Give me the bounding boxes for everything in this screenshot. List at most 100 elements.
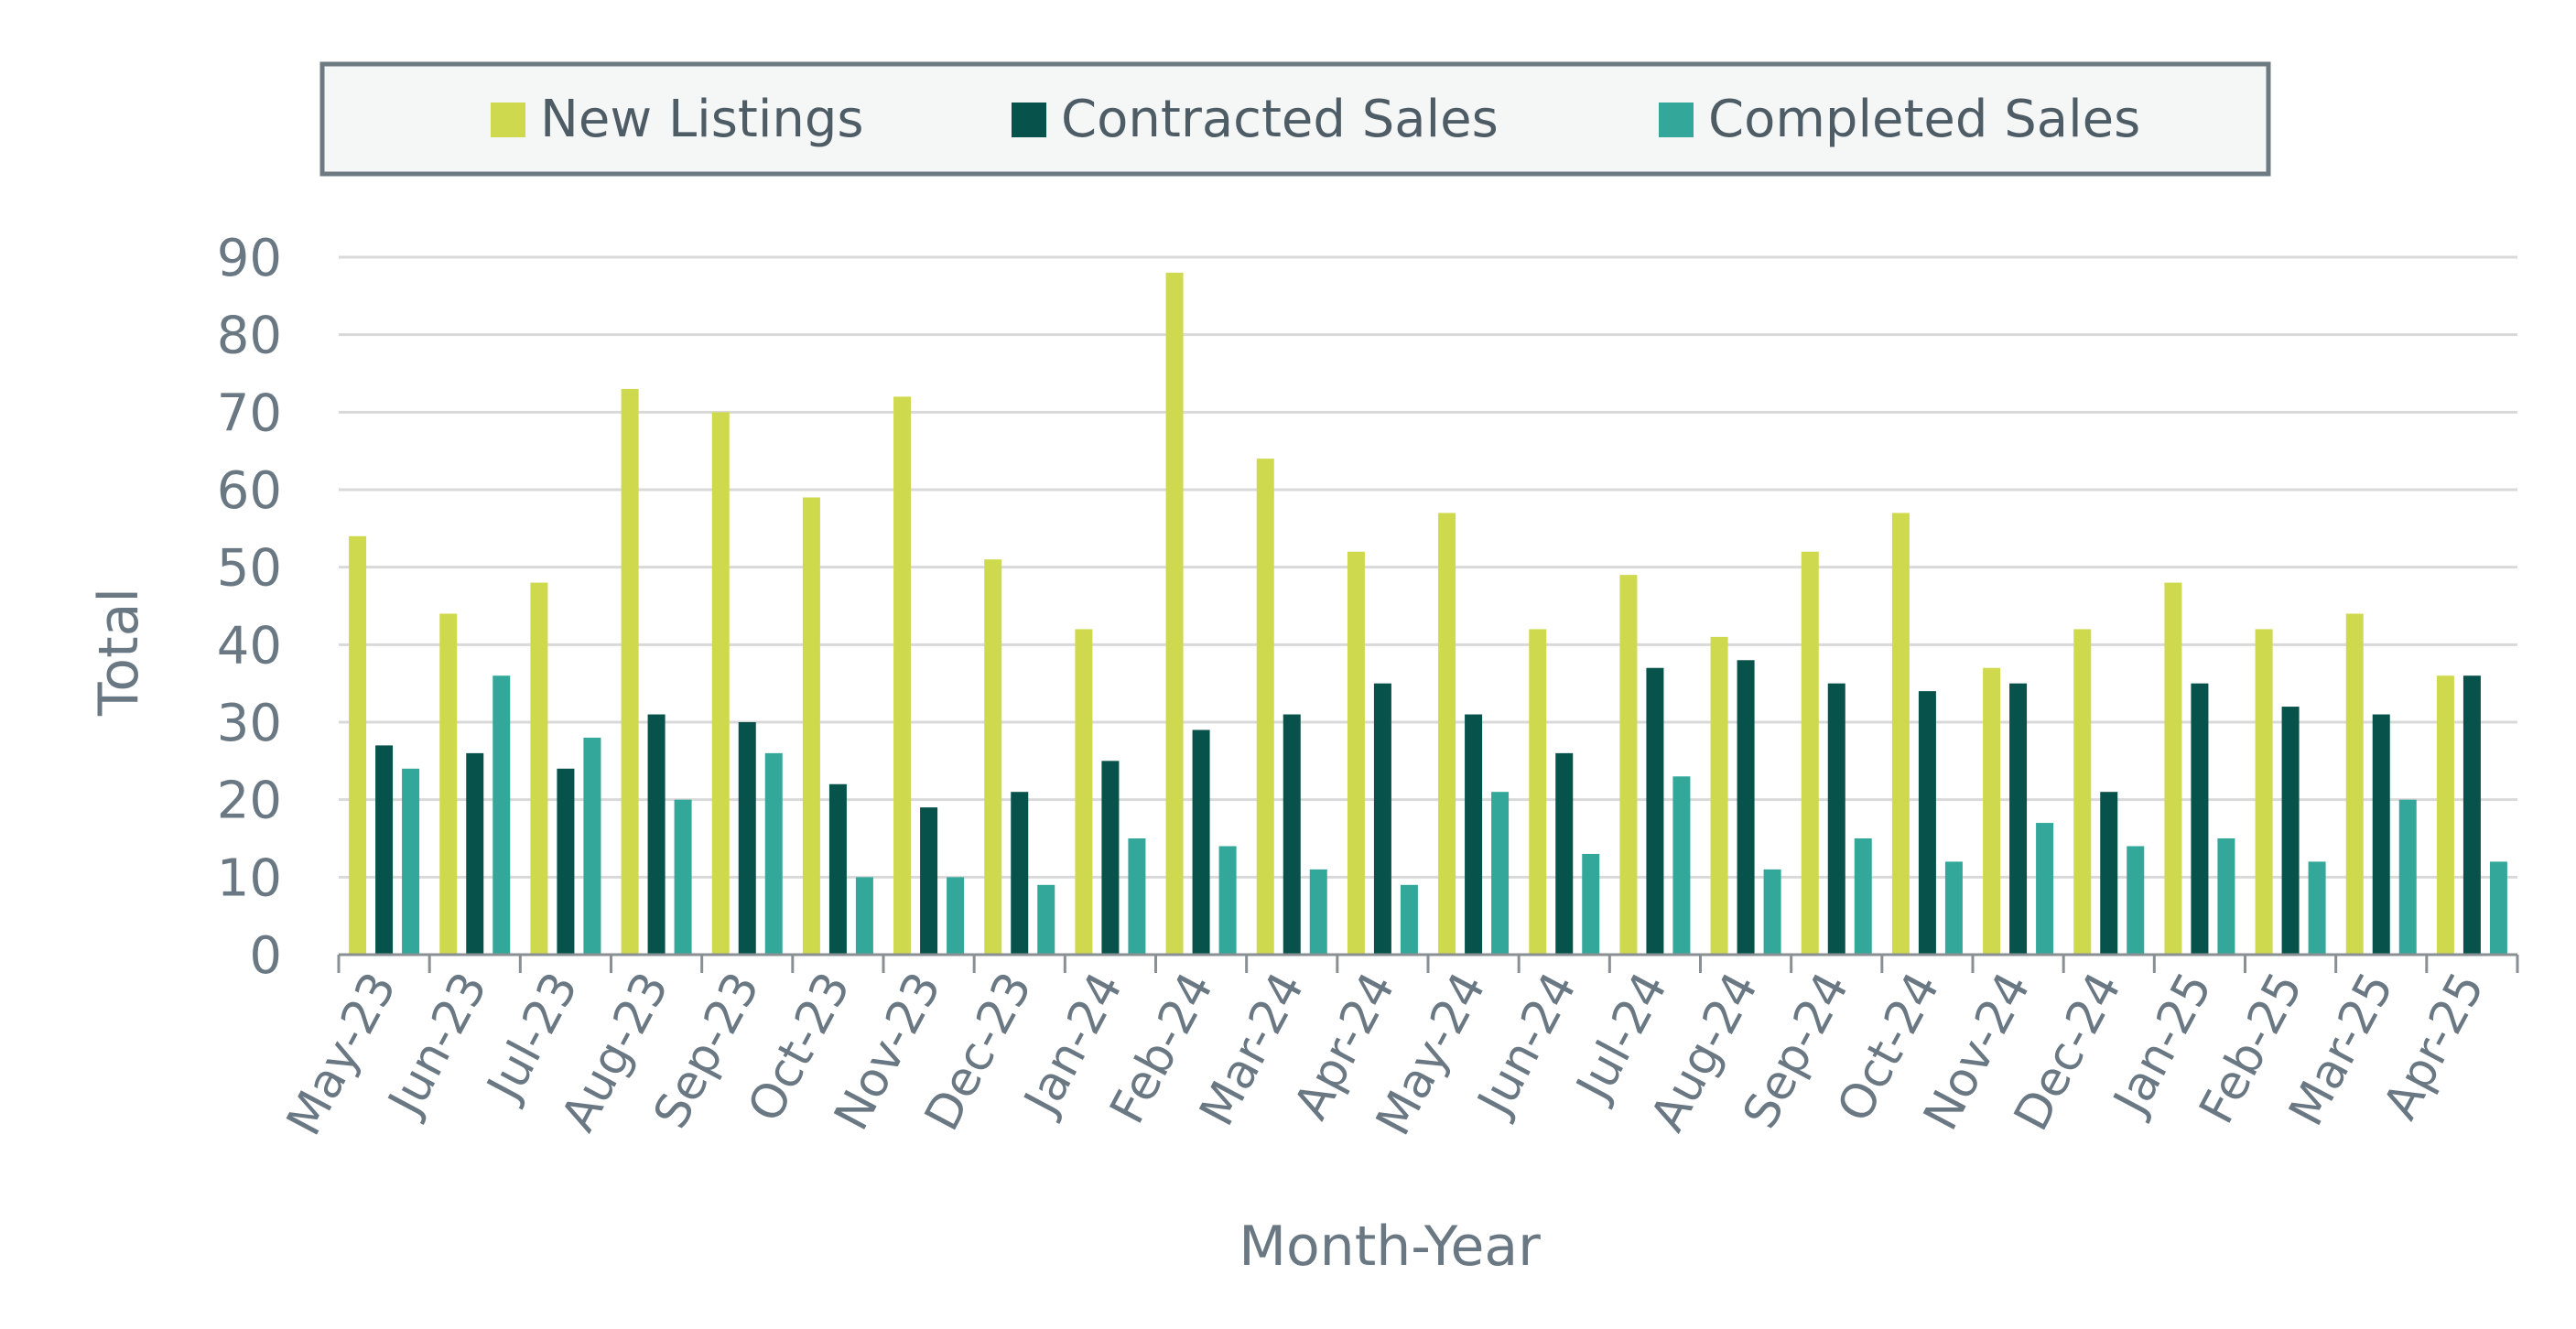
bar-contracted-sales: [1737, 660, 1755, 955]
x-axis: [337, 953, 2519, 973]
bar-new-listings: [1619, 575, 1638, 955]
bar-completed-sales: [1309, 869, 1327, 955]
bar-contracted-sales: [466, 752, 484, 955]
y-tick-label: 80: [217, 307, 282, 366]
bar-new-listings: [2436, 675, 2454, 955]
bar-new-listings: [1529, 629, 1547, 955]
bar-contracted-sales: [1283, 714, 1301, 955]
bar-completed-sales: [2127, 846, 2145, 955]
y-tick-label: 10: [217, 848, 282, 908]
bar-contracted-sales: [738, 722, 756, 955]
bar-contracted-sales: [2372, 714, 2390, 955]
bar-completed-sales: [2489, 861, 2507, 955]
bar-completed-sales: [2036, 823, 2054, 955]
bar-contracted-sales: [1101, 761, 1120, 955]
legend-label-contracted-sales: Contracted Sales: [1061, 90, 1499, 149]
bar-completed-sales: [1944, 861, 1963, 955]
bar-new-listings: [2164, 582, 2182, 955]
bar-contracted-sales: [2462, 675, 2481, 955]
bar-contracted-sales: [557, 768, 575, 955]
x-axis-label: Month-Year: [1239, 1215, 1541, 1279]
bar-new-listings: [1165, 272, 1184, 955]
bar-new-listings: [439, 613, 458, 955]
y-tick-label: 30: [217, 694, 282, 753]
bar-contracted-sales: [828, 783, 847, 955]
bar-contracted-sales: [1918, 691, 1936, 955]
bar-new-listings: [1438, 513, 1456, 955]
legend-swatch-contracted-sales: [1012, 103, 1046, 137]
bar-new-listings: [1075, 629, 1093, 955]
y-tick-label: 20: [217, 772, 282, 831]
legend: New Listings Contracted Sales Completed Sa…: [491, 90, 2140, 149]
y-tick-label: 0: [249, 926, 282, 986]
legend-label-new-listings: New Listings: [540, 90, 864, 149]
bar-new-listings: [1710, 636, 1728, 955]
bar-completed-sales: [1037, 884, 1055, 955]
bar-contracted-sales: [1373, 683, 1391, 955]
bar-contracted-sales: [1192, 729, 1210, 955]
y-tick-label: 40: [217, 616, 282, 675]
bar-new-listings: [530, 582, 548, 955]
bar-new-listings: [1983, 667, 2001, 955]
bar-contracted-sales: [375, 745, 394, 955]
bar-completed-sales: [1128, 838, 1146, 955]
legend-swatch-new-listings: [491, 103, 525, 137]
bar-new-listings: [893, 396, 912, 955]
bar-new-listings: [1347, 551, 1365, 955]
bar-completed-sales: [1763, 869, 1781, 955]
bar-contracted-sales: [1646, 667, 1664, 955]
bar-new-listings: [2073, 629, 2092, 955]
bar-contracted-sales: [1827, 683, 1845, 955]
x-tick-label: May-23: [276, 964, 407, 1144]
y-tick-label: 90: [217, 229, 282, 288]
bar-new-listings: [802, 497, 820, 955]
y-axis-label: Total: [87, 588, 151, 717]
bar-contracted-sales: [2100, 792, 2118, 955]
bar-completed-sales: [2308, 861, 2326, 955]
bar-contracted-sales: [1465, 714, 1483, 955]
legend-box: [319, 61, 2271, 177]
bar-contracted-sales: [2191, 683, 2209, 955]
y-tick-label: 60: [217, 461, 282, 521]
bar-new-listings: [1801, 551, 1819, 955]
bar-completed-sales: [764, 752, 783, 955]
bar-completed-sales: [2217, 838, 2235, 955]
bar-contracted-sales: [920, 807, 938, 955]
y-axis-ticks: 0 10 20 30 40 50 60 70 80 90: [217, 229, 282, 986]
bar-completed-sales: [1582, 853, 1600, 955]
bar-completed-sales: [402, 768, 420, 955]
y-tick-label: 50: [217, 539, 282, 599]
bar-contracted-sales: [1555, 752, 1574, 955]
bar-completed-sales: [492, 675, 511, 955]
bar-new-listings: [349, 535, 367, 955]
x-axis-ticks: May-23Jun-23Jul-23Aug-23Sep-23Oct-23Nov-…: [276, 964, 2495, 1144]
bar-completed-sales: [855, 877, 873, 955]
bar-completed-sales: [1672, 776, 1691, 955]
bars: [349, 272, 2507, 956]
bar-completed-sales: [1854, 838, 1872, 955]
bar-completed-sales: [947, 877, 965, 955]
bar-completed-sales: [583, 737, 601, 955]
bar-contracted-sales: [2009, 683, 2028, 955]
y-tick-label: 70: [217, 384, 282, 443]
bar-completed-sales: [1218, 846, 1237, 955]
bar-contracted-sales: [647, 714, 666, 955]
bar-completed-sales: [2398, 799, 2417, 955]
bar-new-listings: [711, 412, 730, 955]
bar-new-listings: [2255, 629, 2273, 955]
bar-new-listings: [984, 559, 1002, 955]
bar-contracted-sales: [1011, 792, 1029, 955]
bar-new-listings: [621, 388, 639, 955]
bar-new-listings: [1891, 513, 1910, 955]
bar-new-listings: [1256, 459, 1274, 956]
bar-contracted-sales: [2281, 707, 2300, 955]
bar-completed-sales: [674, 799, 692, 955]
gridlines: [339, 255, 2517, 879]
legend-swatch-completed-sales: [1659, 103, 1694, 137]
legend-label-completed-sales: Completed Sales: [1708, 90, 2140, 149]
bar-completed-sales: [1491, 792, 1510, 955]
bar-new-listings: [2345, 613, 2364, 955]
bar-completed-sales: [1400, 884, 1418, 955]
